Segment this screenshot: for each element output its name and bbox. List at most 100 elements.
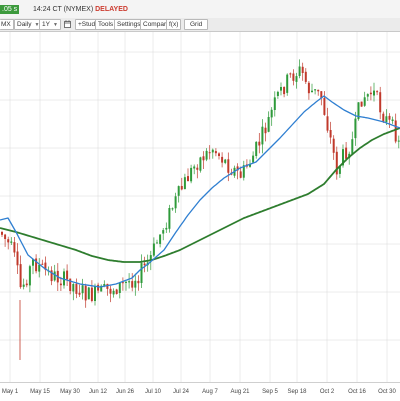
x-tick-label: Jul 10 <box>144 389 162 395</box>
x-tick-label: Oct 16 <box>348 389 366 395</box>
candle-up <box>87 287 90 300</box>
range-dropdown[interactable]: 1Y ▼ <box>39 19 61 30</box>
x-tick-label: Aug 7 <box>202 389 218 395</box>
candle-down <box>143 263 146 266</box>
candle-down <box>221 156 224 163</box>
candle-down <box>382 113 385 122</box>
candle-down <box>369 92 372 95</box>
candle-up <box>193 166 196 169</box>
x-tick-label: Aug 21 <box>230 389 250 395</box>
candle-up <box>273 97 276 110</box>
candle-down <box>320 91 323 99</box>
candle-down <box>283 87 286 95</box>
candle-up <box>224 159 227 163</box>
candle-down <box>196 167 199 170</box>
tools-button[interactable]: Tools <box>95 19 117 30</box>
candle-down <box>50 270 53 282</box>
candle-down <box>180 186 183 190</box>
candle-up <box>38 264 41 272</box>
candlestick-chart[interactable] <box>0 32 400 382</box>
candle-down <box>25 283 28 286</box>
candle-up <box>249 163 251 167</box>
candle-down <box>69 278 72 291</box>
candle-down <box>376 91 379 93</box>
candle-up <box>112 290 115 295</box>
candle-down <box>208 152 211 154</box>
candle-up <box>199 157 202 171</box>
candle-up <box>32 259 34 266</box>
candle-down <box>137 280 140 284</box>
symbol-field[interactable]: MX <box>0 19 14 30</box>
candle-up <box>152 243 155 256</box>
candle-up <box>171 208 174 210</box>
candle-up <box>397 140 400 142</box>
candle-down <box>236 166 239 171</box>
candle-down <box>394 120 397 142</box>
candle-down <box>239 171 242 178</box>
grid-button[interactable]: Grid <box>184 19 209 30</box>
candle-down <box>4 234 7 239</box>
candle-down <box>301 66 304 73</box>
candle-up <box>385 116 388 122</box>
candle-up <box>311 90 313 93</box>
candle-down <box>131 281 134 288</box>
candle-up <box>286 74 289 93</box>
candle-up <box>125 281 127 283</box>
candle-up <box>183 177 186 190</box>
price-chart[interactable] <box>0 32 400 382</box>
candle-up <box>205 150 208 160</box>
short-moving-average-line <box>0 95 400 288</box>
candle-down <box>214 151 217 154</box>
quote-time-exchange: 14:24 CT (NYMEX) <box>33 6 94 13</box>
candle-down <box>16 251 19 266</box>
delayed-badge: DELAYED <box>95 6 128 13</box>
x-tick-label: Jul 24 <box>172 389 190 395</box>
candle-down <box>75 283 78 294</box>
x-tick-label: May 30 <box>60 389 80 395</box>
candle-down <box>35 258 38 272</box>
candle-down <box>41 263 44 265</box>
x-tick-label: Sep 18 <box>287 389 307 395</box>
date-axis: May 1 May 15 May 30 Jun 12 Jun 26 Jul 10 Jul 2… <box>0 382 400 401</box>
candle-up <box>159 234 162 244</box>
candle-down <box>115 289 118 294</box>
candle-down <box>258 141 261 146</box>
candle-up <box>190 167 193 182</box>
candle-down <box>121 282 124 284</box>
candle-up <box>357 102 360 120</box>
candle-up <box>354 118 357 139</box>
candle-up <box>391 119 394 121</box>
candle-down <box>84 285 87 301</box>
long-moving-average-line <box>0 127 400 263</box>
candle-down <box>7 239 10 243</box>
candle-down <box>109 288 112 294</box>
candle-up <box>276 91 279 96</box>
candle-down <box>44 262 47 270</box>
candle-up <box>177 186 180 196</box>
candle-down <box>289 73 292 75</box>
chevron-down-icon: ▼ <box>34 22 40 28</box>
candle-up <box>295 76 298 82</box>
candle-down <box>90 287 93 301</box>
candle-up <box>22 284 25 287</box>
candle-down <box>323 98 326 115</box>
candle-up <box>255 141 258 156</box>
candle-up <box>211 149 214 153</box>
candle-down <box>78 292 81 295</box>
candle-up <box>314 89 317 91</box>
candle-down <box>335 151 338 175</box>
candle-up <box>165 227 168 230</box>
function-button[interactable]: f(x) <box>166 19 182 30</box>
candle-up <box>242 165 245 178</box>
candle-up <box>156 242 158 244</box>
x-tick-label: May 1 <box>1 389 19 395</box>
x-tick-label: Oct 30 <box>378 389 396 395</box>
candle-up <box>94 286 96 301</box>
candle-down <box>329 130 332 138</box>
candle-up <box>267 117 270 132</box>
candle-up <box>338 165 341 174</box>
quote-timestamp: 14:24 CT (NYMEX) DELAYED <box>33 5 128 14</box>
last-price-chip: .05 s <box>0 5 20 14</box>
calendar-icon[interactable] <box>64 20 71 28</box>
candle-up <box>162 230 165 234</box>
